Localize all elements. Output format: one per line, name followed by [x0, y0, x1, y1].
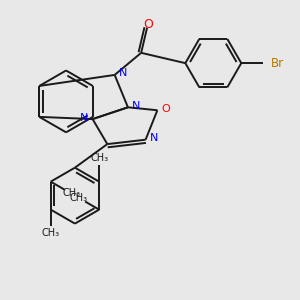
Text: N: N	[80, 112, 88, 123]
Text: N: N	[132, 101, 140, 111]
Text: O: O	[161, 104, 170, 114]
Text: CH₃: CH₃	[62, 188, 80, 198]
Text: CH₃: CH₃	[70, 193, 88, 203]
Text: O: O	[144, 18, 154, 31]
Text: CH₃: CH₃	[42, 228, 60, 238]
Text: Br: Br	[271, 57, 284, 70]
Text: N: N	[150, 133, 158, 143]
Text: CH₃: CH₃	[90, 153, 108, 163]
Text: N: N	[119, 68, 127, 78]
